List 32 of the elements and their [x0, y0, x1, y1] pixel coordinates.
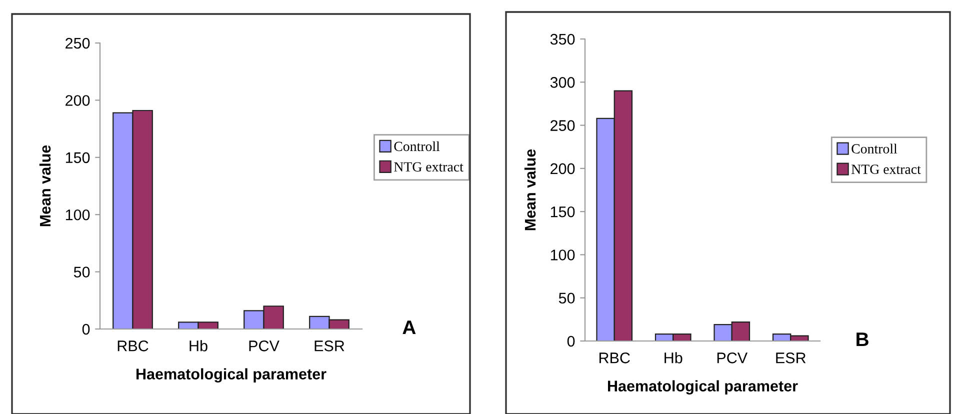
x-tick-label: Hb [664, 352, 682, 364]
y-tick-label: 150 [66, 152, 90, 164]
y-tick-label: 100 [550, 250, 575, 260]
y-tick-label: 200 [66, 95, 90, 106]
x-tick-label: ESR [776, 352, 806, 364]
y-tick-label: 150 [550, 206, 575, 218]
y-tick-label: 100 [66, 209, 90, 220]
x-axis-title: Haematological parameter [136, 368, 326, 383]
x-tick-label: RBC [600, 352, 630, 364]
text: A [402, 320, 416, 334]
x-tick-label: PCV [717, 352, 748, 364]
x-tick-label: ESR [314, 340, 344, 352]
y-tick-label: 50 [74, 266, 90, 278]
y-tick-label: 50 [558, 292, 575, 304]
x-tick-label: PCV [249, 340, 280, 352]
y-tick-label: 0 [567, 336, 575, 347]
legend-label: NTG extract [851, 164, 921, 174]
legend-label: Controll [394, 141, 440, 152]
y-tick-label: 250 [66, 38, 90, 49]
text: B [856, 332, 868, 346]
legend-label: NTG extract [394, 162, 464, 172]
x-axis-title: Haematological parameter [608, 380, 798, 395]
y-tick-label: 250 [550, 120, 575, 131]
x-tick-label: Hb [190, 340, 208, 352]
legend-label: Controll [852, 144, 898, 154]
y-axis-title: Mean value [524, 149, 536, 230]
y-tick-label: 0 [82, 324, 90, 335]
y-axis-title: Mean value [39, 145, 51, 226]
y-tick-label: 350 [550, 34, 575, 45]
y-tick-label: 300 [550, 77, 575, 88]
x-tick-label: RBC [118, 340, 148, 352]
y-tick-label: 200 [550, 163, 575, 174]
